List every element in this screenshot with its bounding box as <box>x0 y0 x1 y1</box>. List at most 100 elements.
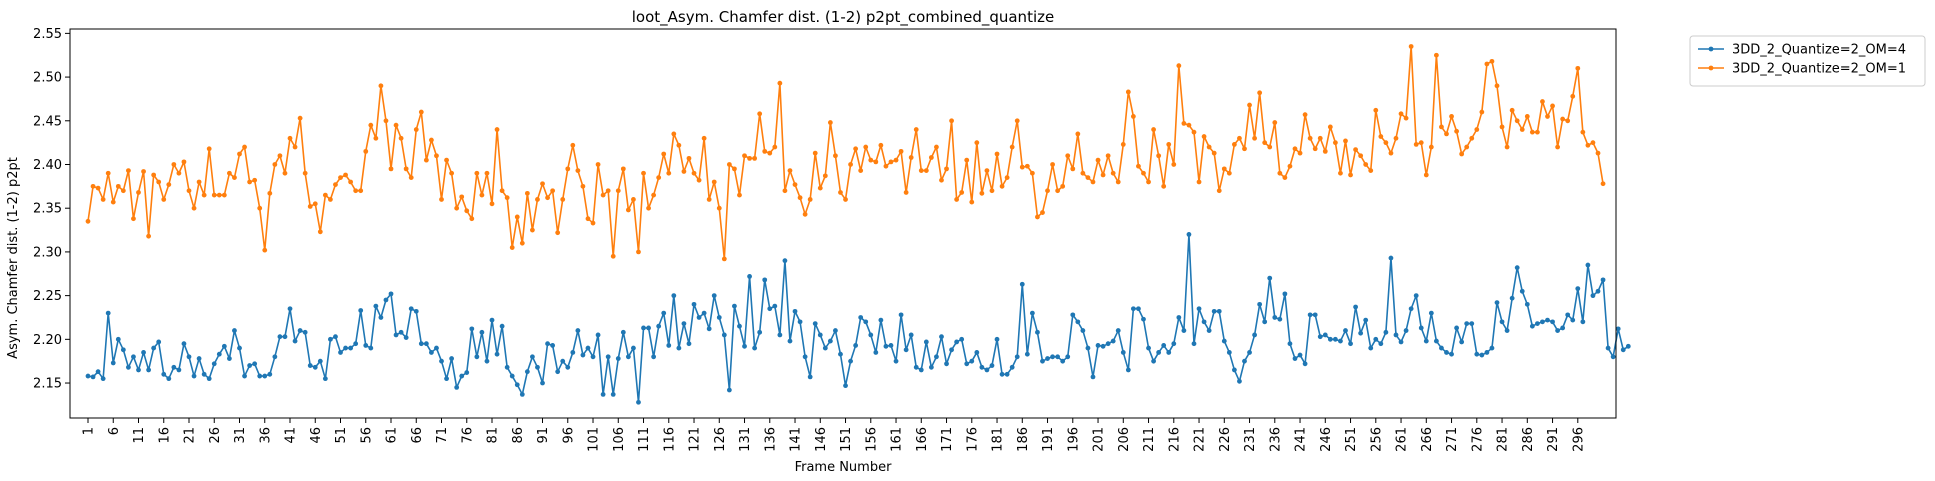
data-point <box>504 195 510 201</box>
data-point <box>1050 354 1055 360</box>
data-point <box>737 323 742 329</box>
data-point <box>398 329 404 335</box>
data-point <box>489 201 495 207</box>
data-point <box>494 351 500 357</box>
data-point <box>1433 338 1439 344</box>
data-point <box>969 199 975 205</box>
data-point <box>535 197 540 202</box>
data-point <box>297 328 303 333</box>
data-point <box>1479 109 1485 115</box>
y-tick-label: 2.25 <box>33 289 62 304</box>
data-point <box>322 376 328 382</box>
data-point <box>787 168 793 174</box>
data-point <box>585 345 591 351</box>
data-point <box>328 336 333 342</box>
data-point <box>812 321 818 326</box>
x-tick-label: 171 <box>940 427 955 452</box>
data-point <box>1600 277 1606 283</box>
data-point <box>1211 308 1217 314</box>
data-point <box>151 172 157 178</box>
data-point <box>141 350 146 355</box>
data-point <box>1085 345 1091 351</box>
data-point <box>1444 350 1449 355</box>
x-tick-label: 286 <box>1521 427 1536 452</box>
data-point <box>1075 319 1081 325</box>
data-point <box>1191 129 1197 135</box>
data-point <box>580 352 586 358</box>
data-point <box>1196 306 1202 312</box>
data-point <box>1100 172 1106 178</box>
x-tick-label: 191 <box>1041 427 1056 452</box>
data-point <box>1009 144 1015 150</box>
data-point <box>322 192 328 198</box>
data-point <box>686 155 692 161</box>
data-point <box>1408 306 1414 312</box>
data-point <box>1454 325 1459 331</box>
data-point <box>1231 367 1237 373</box>
data-point <box>1585 262 1591 268</box>
data-point <box>1307 135 1313 141</box>
x-tick-label: 186 <box>1016 427 1031 452</box>
x-tick-label: 46 <box>309 427 324 444</box>
data-point <box>1171 162 1177 167</box>
data-point <box>353 188 359 194</box>
data-point <box>509 245 515 250</box>
data-point <box>646 205 651 211</box>
data-point <box>1519 288 1525 294</box>
data-point <box>1474 127 1480 132</box>
data-point <box>131 216 136 222</box>
data-point <box>545 195 550 201</box>
data-point <box>979 190 985 196</box>
data-point <box>974 140 980 146</box>
data-point <box>90 374 96 380</box>
data-point <box>227 170 232 176</box>
data-point <box>1237 135 1242 141</box>
data-point <box>560 358 566 364</box>
data-point <box>494 127 500 132</box>
data-point <box>110 199 116 205</box>
data-point <box>797 319 803 325</box>
data-point <box>317 229 323 235</box>
data-point <box>767 306 773 312</box>
data-point <box>171 162 177 167</box>
data-point <box>464 370 470 375</box>
data-point <box>565 364 571 370</box>
data-point <box>338 350 343 355</box>
data-point <box>1605 345 1611 351</box>
data-point <box>570 142 576 148</box>
data-point <box>363 343 369 348</box>
x-tick-label: 201 <box>1092 427 1107 452</box>
data-point <box>610 253 616 259</box>
data-point <box>1338 338 1343 344</box>
data-point <box>1393 332 1399 338</box>
data-point <box>1136 163 1141 169</box>
data-point <box>383 297 389 303</box>
x-tick-label: 296 <box>1571 427 1586 452</box>
data-point <box>1393 135 1399 141</box>
data-point <box>873 159 879 165</box>
data-point <box>1555 144 1560 150</box>
data-point <box>403 166 409 172</box>
data-point <box>807 197 813 202</box>
y-tick-label: 2.35 <box>33 202 62 217</box>
data-point <box>838 190 843 195</box>
data-point <box>1166 141 1172 147</box>
data-point <box>454 205 460 211</box>
data-point <box>1141 170 1146 176</box>
data-point <box>631 345 636 351</box>
data-point <box>373 303 379 309</box>
data-point <box>1529 129 1535 135</box>
data-point <box>1625 343 1631 349</box>
x-tick-label: 126 <box>713 427 728 452</box>
data-point <box>176 170 182 176</box>
data-point <box>1045 188 1050 194</box>
data-point <box>146 367 152 373</box>
data-point <box>979 364 985 370</box>
data-point <box>413 127 419 132</box>
data-point <box>767 150 773 156</box>
data-point <box>1221 338 1227 344</box>
y-tick-label: 2.40 <box>33 158 62 173</box>
data-point <box>691 301 697 307</box>
data-point <box>1292 146 1298 152</box>
data-point <box>605 188 611 194</box>
